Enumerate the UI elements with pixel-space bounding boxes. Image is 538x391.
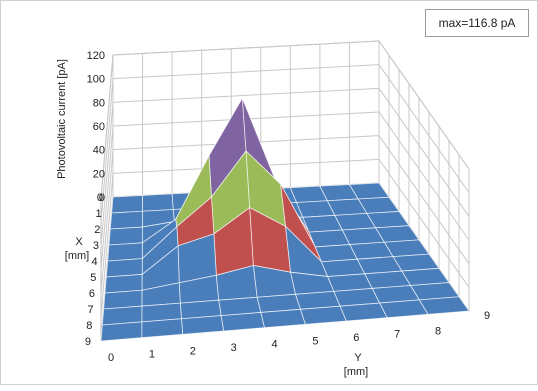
surface-cell xyxy=(181,315,225,335)
z-tick-label: 40 xyxy=(93,145,105,157)
left-wall-gridline xyxy=(100,125,114,271)
side-wall-gridline xyxy=(378,159,470,288)
x-tick-label: 4 xyxy=(92,256,98,268)
x-tick-label: 7 xyxy=(88,304,94,316)
x-tick-label: 3 xyxy=(93,240,99,252)
surface-cell xyxy=(418,296,470,315)
side-wall-gridline xyxy=(378,88,470,217)
surface-cell xyxy=(141,318,184,339)
surface-cell xyxy=(109,210,143,230)
x-tick-label: 8 xyxy=(86,320,92,332)
surface-cell xyxy=(107,242,143,262)
y-tick-label: 3 xyxy=(231,342,237,354)
back-wall-gridline xyxy=(112,64,380,80)
side-wall-gridline xyxy=(378,135,470,264)
x-tick-label: 1 xyxy=(96,208,102,220)
x-axis-label: X xyxy=(75,236,83,248)
y-tick-label: 9 xyxy=(484,310,490,322)
side-wall-gridline xyxy=(378,40,470,170)
left-wall-gridline xyxy=(100,54,114,200)
y-tick-label: 8 xyxy=(435,325,441,337)
surface-cell xyxy=(100,321,143,342)
y-axis-label-unit: [mm] xyxy=(344,366,368,378)
left-wall-gridline xyxy=(100,173,114,318)
surface-cell xyxy=(105,258,143,278)
left-wall-gridline xyxy=(100,149,114,294)
y-tick-label: 1 xyxy=(149,349,155,361)
x-axis-label-unit: [mm] xyxy=(65,250,89,262)
y-tick-label: 6 xyxy=(353,332,359,344)
z-tick-label: 20 xyxy=(93,168,105,180)
x-tick-label: 9 xyxy=(85,336,91,348)
back-wall-gridline xyxy=(112,40,380,56)
y-tick-label: 4 xyxy=(271,339,277,351)
y-tick-label: 7 xyxy=(394,329,400,341)
surface-cell xyxy=(339,302,388,322)
y-tick-label: 5 xyxy=(312,335,318,347)
z-tick-label: 100 xyxy=(87,74,105,86)
y-axis-label: Y xyxy=(354,352,362,364)
x-tick-label: 5 xyxy=(90,272,96,284)
x-tick-label: 2 xyxy=(94,224,100,236)
surface-cell xyxy=(111,195,143,214)
surface-mesh xyxy=(100,96,470,342)
side-wall-gridline xyxy=(378,64,470,193)
x-tick-label: 0 xyxy=(97,192,103,204)
y-tick-label: 2 xyxy=(190,345,196,357)
side-wall-gridline xyxy=(378,111,470,241)
chart-gridlines xyxy=(100,40,470,342)
z-tick-label: 60 xyxy=(93,121,105,133)
y-tick-label: 0 xyxy=(108,352,114,364)
surface-cell xyxy=(108,226,143,246)
back-wall-gridline xyxy=(112,87,380,103)
surface-cell xyxy=(220,312,266,332)
surface-cell xyxy=(299,305,347,325)
x-tick-label: 6 xyxy=(89,288,95,300)
z-tick-label: 120 xyxy=(87,50,105,62)
z-tick-label: 0 xyxy=(99,192,105,204)
surface-cell xyxy=(104,274,143,294)
left-wall-gridline xyxy=(100,102,114,247)
z-tick-label: 80 xyxy=(93,97,105,109)
left-wall-gridline xyxy=(100,78,114,223)
surface-cell xyxy=(260,308,306,329)
z-axis-label: Photovoltaic current [pA] xyxy=(56,59,68,179)
surface-cell xyxy=(142,193,174,212)
max-annotation: max=116.8 pA xyxy=(425,9,529,37)
